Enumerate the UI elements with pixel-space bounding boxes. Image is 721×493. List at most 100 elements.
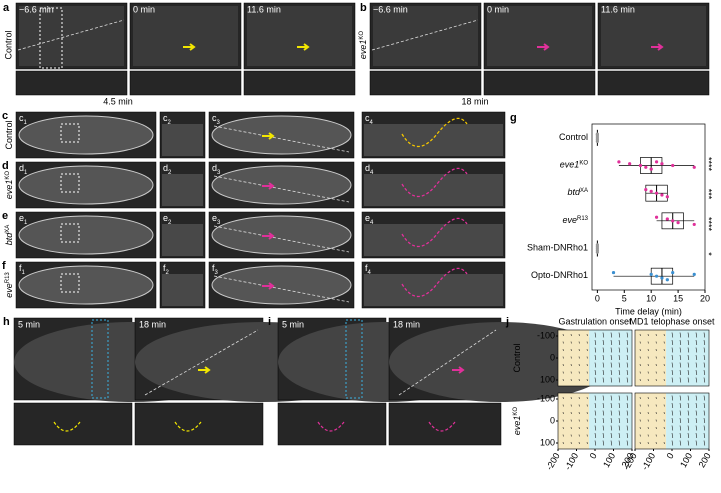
y-tick-label: -100 <box>537 393 555 403</box>
time-label: 0 min <box>133 4 155 14</box>
panel-letter: d <box>2 160 9 172</box>
column-title: MD1 telophase onset <box>629 316 715 326</box>
interval-label: 4.5 min <box>103 96 133 106</box>
gene: eve1 <box>358 40 368 60</box>
embryo <box>212 266 351 304</box>
data-point <box>676 221 679 224</box>
x-tick-label: 0 <box>595 293 600 303</box>
x-tick-label: 5 <box>622 293 627 303</box>
x-tick-label: 10 <box>646 293 656 303</box>
section-strip <box>598 71 709 95</box>
panel-letter: c <box>2 110 8 122</box>
section-strip <box>370 71 481 95</box>
data-point <box>650 190 653 193</box>
data-point <box>650 273 653 276</box>
data-point <box>693 223 696 226</box>
data-point <box>617 160 620 163</box>
data-point <box>596 251 599 254</box>
cell-texture <box>133 6 238 66</box>
data-point <box>693 273 696 276</box>
interval-label: 18 min <box>461 96 488 106</box>
section-strip <box>14 403 132 445</box>
cell-texture <box>162 274 203 306</box>
data-point <box>655 275 658 278</box>
x-tick-label: -200 <box>621 451 639 472</box>
data-point <box>671 219 674 222</box>
row-label: btdXA <box>4 225 14 246</box>
superscript: KO <box>359 31 365 40</box>
panel-letter: a <box>3 2 10 14</box>
section-strip <box>389 403 501 445</box>
region-a <box>635 330 666 386</box>
significance: **** <box>704 217 714 232</box>
category-label: eveR13 <box>562 215 588 225</box>
data-point <box>655 216 658 219</box>
cell-texture <box>487 6 592 66</box>
x-tick-label: -100 <box>563 451 581 472</box>
category: eve1 <box>560 160 580 170</box>
y-tick-label: -100 <box>537 330 555 340</box>
category: Opto-DNRho1 <box>531 271 588 281</box>
superscript: XA <box>580 188 588 194</box>
data-point <box>596 133 599 136</box>
embryo <box>212 166 351 204</box>
gene: btd <box>4 232 14 246</box>
section-strip <box>484 71 595 95</box>
time-label: −6.6 min <box>19 4 54 14</box>
time-label: 5 min <box>282 319 304 329</box>
data-point <box>660 162 663 165</box>
category-label: Sham-DNRho1 <box>527 243 588 253</box>
section-strip <box>278 403 386 445</box>
gene: eve <box>4 283 14 298</box>
row-label: eve1KO <box>358 31 368 60</box>
gene: eve1 <box>4 180 14 200</box>
category: Control <box>559 132 588 142</box>
cell-texture <box>373 6 478 66</box>
x-axis-label: Time delay (min) <box>615 306 682 316</box>
embryo <box>212 116 351 154</box>
data-point <box>660 276 663 279</box>
embryo <box>19 116 153 154</box>
data-point <box>660 193 663 196</box>
x-tick-label: 20 <box>700 293 710 303</box>
data-point <box>596 140 599 143</box>
data-point <box>655 192 658 195</box>
x-tick-label: 0 <box>665 451 676 460</box>
superscript: R13 <box>5 272 11 284</box>
row-label: eve1KO <box>4 171 14 200</box>
row-label: eve1KO <box>512 407 522 436</box>
category-label: Opto-DNRho1 <box>531 271 588 281</box>
panel-letter: i <box>268 316 271 328</box>
data-point <box>666 195 669 198</box>
row-label: eveR13 <box>4 272 14 298</box>
time-label: 18 min <box>139 319 166 329</box>
data-point <box>671 164 674 167</box>
superscript: KO <box>579 160 588 166</box>
data-point <box>671 271 674 274</box>
gene: eve1 <box>512 416 522 436</box>
panel-letter: f <box>2 260 6 272</box>
embryo <box>19 166 153 204</box>
data-point <box>693 166 696 169</box>
cell-texture <box>601 6 706 66</box>
cell-texture <box>247 6 352 66</box>
time-label: −6.6 min <box>373 4 408 14</box>
superscript: KO <box>5 171 11 180</box>
plot-frame <box>592 124 705 290</box>
x-tick-label: 15 <box>673 293 683 303</box>
y-tick-label: 0 <box>550 415 555 425</box>
x-tick-label: -200 <box>544 451 562 472</box>
cell-texture <box>162 124 203 156</box>
significance: *** <box>704 189 714 200</box>
panel-letter: j <box>505 316 509 328</box>
x-tick-label: 100 <box>601 451 617 469</box>
data-point <box>639 164 642 167</box>
panel-letter: g <box>510 112 517 124</box>
panel-letter: e <box>2 210 8 222</box>
panel-letter: h <box>3 316 10 328</box>
panel-letter: b <box>360 2 367 14</box>
superscript: XA <box>5 225 11 233</box>
cell-texture <box>364 224 503 256</box>
data-point <box>644 188 647 191</box>
